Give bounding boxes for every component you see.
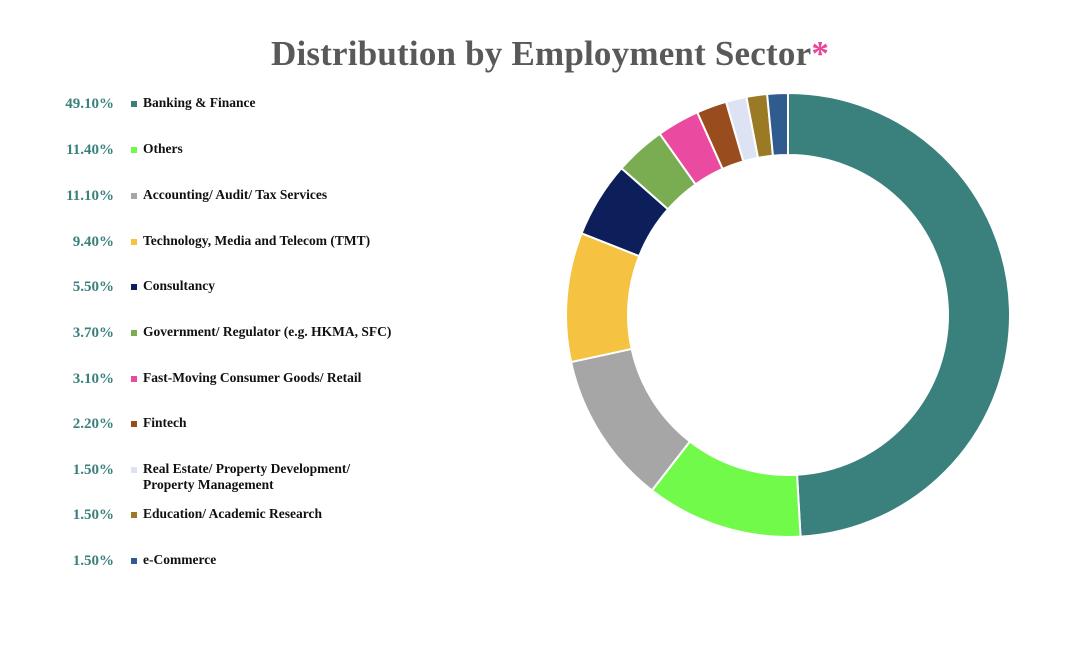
legend-item: 3.10% Fast-Moving Consumer Goods/ Retail [54,369,494,409]
legend-percentage: 11.40% [66,142,114,158]
legend-item: 49.10% Banking & Finance [54,94,494,134]
legend-percentage: 3.10% [72,371,114,387]
legend-label: Fast-Moving Consumer Goods/ Retail [143,370,362,385]
legend-percentage: 1.50% [72,462,114,478]
legend-percentage: 2.20% [72,416,114,432]
title-asterisk: * [811,34,830,73]
legend-swatch [131,467,137,473]
legend-swatch [131,239,137,245]
legend-swatch [131,330,137,336]
legend-swatch [131,101,137,107]
legend-item: 1.50% Real Estate/ Property Development/ … [54,460,494,500]
legend-percentage: 49.10% [65,96,114,112]
legend-label: Real Estate/ Property Development/ Prope… [143,461,351,492]
legend-label: Consultancy [143,278,216,293]
legend-label: Government/ Regulator (e.g. HKMA, SFC) [143,324,392,339]
legend-percentage: 3.70% [72,325,114,341]
chart-title-text: Distribution by Employment Sector [270,34,812,73]
legend-label: Banking & Finance [143,95,256,110]
legend-percentage: 5.50% [72,279,114,295]
donut-chart [565,91,1011,538]
legend-swatch [131,558,137,564]
legend-label: e-Commerce [143,552,217,567]
chart-title: Distribution by Employment Sector* [0,34,1080,74]
legend-item: 11.10% Accounting/ Audit/ Tax Services [54,186,494,226]
legend-item: 2.20% Fintech [54,414,494,454]
donut-slice [766,91,789,157]
legend-item: 3.70% Government/ Regulator (e.g. HKMA, S… [54,323,494,363]
legend-label: Education/ Academic Research [143,506,322,521]
legend-percentage: 1.50% [72,507,114,523]
legend-item: 9.40% Technology, Media and Telecom (TMT) [54,232,494,272]
legend-swatch [131,193,137,199]
legend-label: Technology, Media and Telecom (TMT) [143,233,371,248]
legend-label: Accounting/ Audit/ Tax Services [143,187,328,202]
legend-percentage: 9.40% [72,234,114,250]
legend-item: 5.50% Consultancy [54,277,494,317]
legend-item: 11.40% Others [54,140,494,180]
legend-label: Fintech [143,415,187,430]
legend-swatch [131,147,137,153]
legend-percentage: 1.50% [72,553,114,569]
legend-item: 1.50% e-Commerce [54,551,494,591]
legend-item: 1.50% Education/ Academic Research [54,505,494,545]
legend-swatch [131,376,137,382]
legend-label: Others [143,141,183,156]
legend-swatch [131,284,137,290]
legend-swatch [131,421,137,427]
legend-swatch [131,512,137,518]
legend-percentage: 11.10% [66,188,114,204]
donut-slice [787,91,1011,538]
